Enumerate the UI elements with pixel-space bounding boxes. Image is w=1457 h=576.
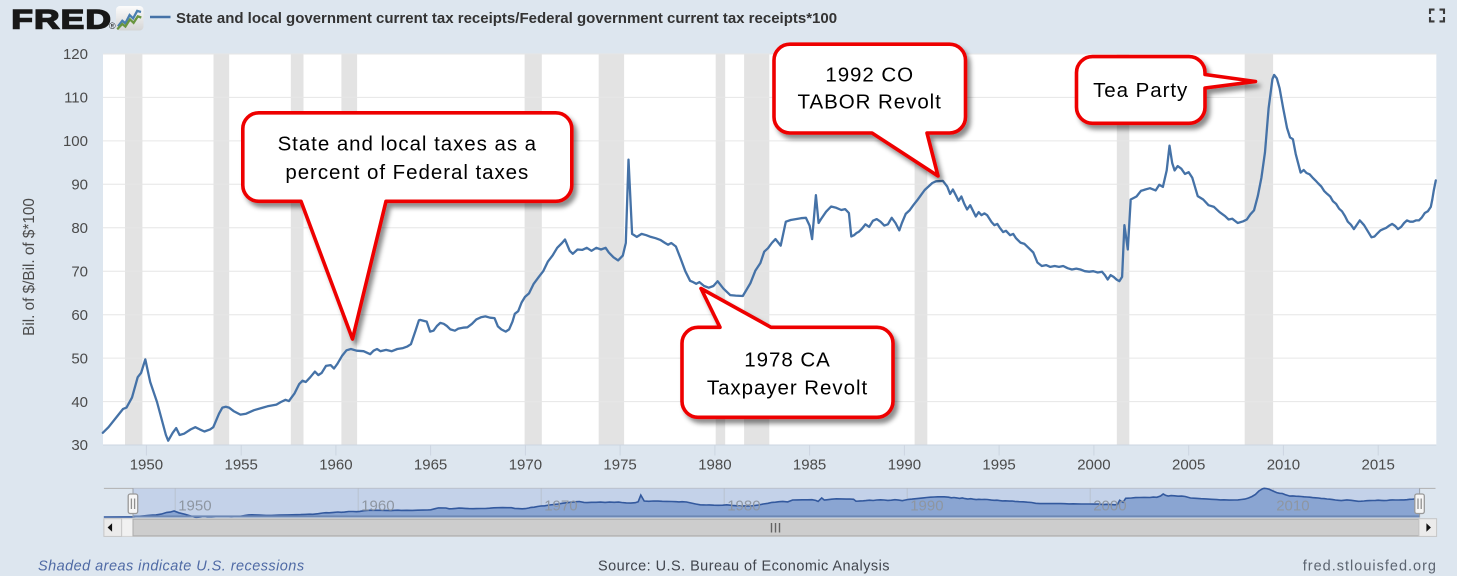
svg-text:1960: 1960 bbox=[361, 498, 394, 515]
svg-text:1965: 1965 bbox=[414, 457, 447, 474]
svg-text:percent of Federal taxes: percent of Federal taxes bbox=[285, 161, 529, 184]
svg-text:FRED: FRED bbox=[11, 4, 112, 34]
svg-text:2015: 2015 bbox=[1362, 457, 1395, 474]
svg-text:1985: 1985 bbox=[793, 457, 826, 474]
svg-text:®: ® bbox=[109, 21, 116, 31]
svg-text:120: 120 bbox=[63, 46, 88, 63]
svg-text:2010: 2010 bbox=[1267, 457, 1300, 474]
svg-text:fred.stlouisfed.org: fred.stlouisfed.org bbox=[1303, 559, 1437, 575]
svg-text:110: 110 bbox=[64, 90, 88, 107]
svg-text:40: 40 bbox=[71, 394, 88, 411]
svg-text:1978 CA: 1978 CA bbox=[744, 349, 830, 372]
svg-text:1970: 1970 bbox=[544, 498, 577, 515]
svg-text:Tea Party: Tea Party bbox=[1093, 79, 1188, 102]
svg-text:TABOR Revolt: TABOR Revolt bbox=[798, 91, 942, 114]
svg-text:1975: 1975 bbox=[603, 457, 636, 474]
svg-text:60: 60 bbox=[71, 307, 88, 324]
svg-text:1990: 1990 bbox=[888, 457, 921, 474]
svg-text:90: 90 bbox=[71, 177, 88, 194]
svg-text:1980: 1980 bbox=[727, 498, 760, 515]
svg-text:2000: 2000 bbox=[1077, 457, 1110, 474]
svg-text:1980: 1980 bbox=[698, 457, 731, 474]
svg-text:30: 30 bbox=[71, 437, 88, 454]
svg-text:State and local taxes as a: State and local taxes as a bbox=[278, 133, 537, 156]
svg-text:2010: 2010 bbox=[1276, 498, 1309, 515]
svg-text:Bil. of $/Bil. of $*100: Bil. of $/Bil. of $*100 bbox=[21, 198, 38, 336]
svg-text:2000: 2000 bbox=[1093, 498, 1126, 515]
svg-text:1995: 1995 bbox=[982, 457, 1015, 474]
svg-text:1950: 1950 bbox=[130, 457, 163, 474]
svg-text:70: 70 bbox=[71, 263, 88, 280]
svg-text:100: 100 bbox=[63, 133, 88, 150]
svg-text:Shaded areas indicate U.S. rec: Shaded areas indicate U.S. recessions bbox=[38, 559, 305, 575]
svg-text:1955: 1955 bbox=[225, 457, 258, 474]
svg-text:50: 50 bbox=[71, 350, 88, 367]
svg-text:State and local government cur: State and local government current tax r… bbox=[176, 10, 837, 27]
svg-text:1990: 1990 bbox=[910, 498, 943, 515]
svg-text:1970: 1970 bbox=[509, 457, 542, 474]
svg-text:2005: 2005 bbox=[1172, 457, 1205, 474]
svg-text:1992 CO: 1992 CO bbox=[825, 64, 914, 87]
svg-text:Source: U.S. Bureau of Economi: Source: U.S. Bureau of Economic Analysis bbox=[598, 559, 890, 575]
svg-text:Taxpayer Revolt: Taxpayer Revolt bbox=[707, 377, 868, 400]
svg-text:1960: 1960 bbox=[319, 457, 352, 474]
svg-text:80: 80 bbox=[71, 220, 88, 237]
svg-text:1950: 1950 bbox=[178, 498, 211, 515]
